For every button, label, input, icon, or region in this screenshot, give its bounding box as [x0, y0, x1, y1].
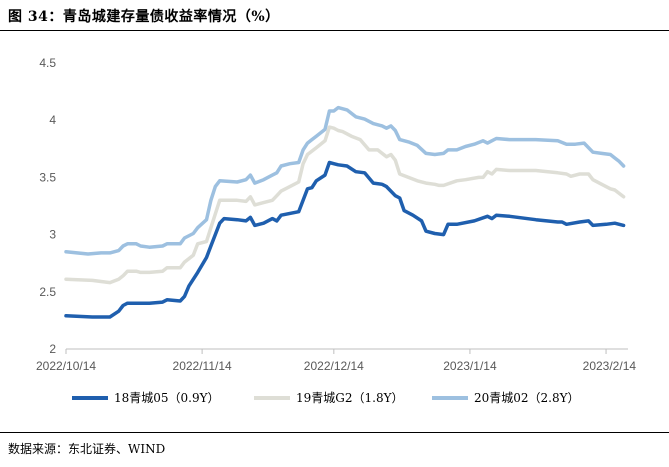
yield-line-chart: 2 2.5 3 3.5 4 4.5 2022/10/14 2022/11/14 2022/12/…: [36, 56, 636, 405]
x-tick-label: 2022/11/14: [173, 359, 232, 373]
title-rule: [0, 30, 669, 31]
x-tick-label: 2022/10/14: [36, 359, 96, 373]
y-tick-label: 3.5: [39, 170, 56, 184]
y-tick-label: 3: [49, 228, 56, 242]
legend-label-1: 18青城05（0.9Y）: [114, 391, 220, 405]
source-note: 数据来源：东北证券、WIND: [8, 442, 166, 456]
series-line-3: [64, 105, 626, 256]
chart-axes: 2 2.5 3 3.5 4 4.5 2022/10/14 2022/11/14 2022/12/…: [36, 56, 636, 373]
chart-legend: 18青城05（0.9Y） 19青城G2（1.8Y） 20青城02（2.8Y）: [72, 391, 580, 405]
legend-label-3: 20青城02（2.8Y）: [474, 391, 580, 405]
x-tick-label: 2022/12/14: [304, 359, 364, 373]
chart-series: [64, 105, 626, 319]
x-tick-label: 2023/2/14: [583, 359, 637, 373]
y-tick-label: 4: [49, 113, 56, 127]
legend-label-2: 19青城G2（1.8Y）: [296, 391, 404, 405]
series-line-1: [64, 160, 626, 319]
series-line-2: [64, 125, 626, 285]
figure-title: 图 34：青岛城建存量债收益率情况（%）: [8, 9, 280, 25]
y-tick-label: 2: [49, 342, 56, 356]
y-tick-label: 4.5: [39, 56, 56, 70]
x-tick-label: 2023/1/14: [443, 359, 497, 373]
source-rule: [0, 432, 669, 433]
y-tick-label: 2.5: [39, 285, 56, 299]
